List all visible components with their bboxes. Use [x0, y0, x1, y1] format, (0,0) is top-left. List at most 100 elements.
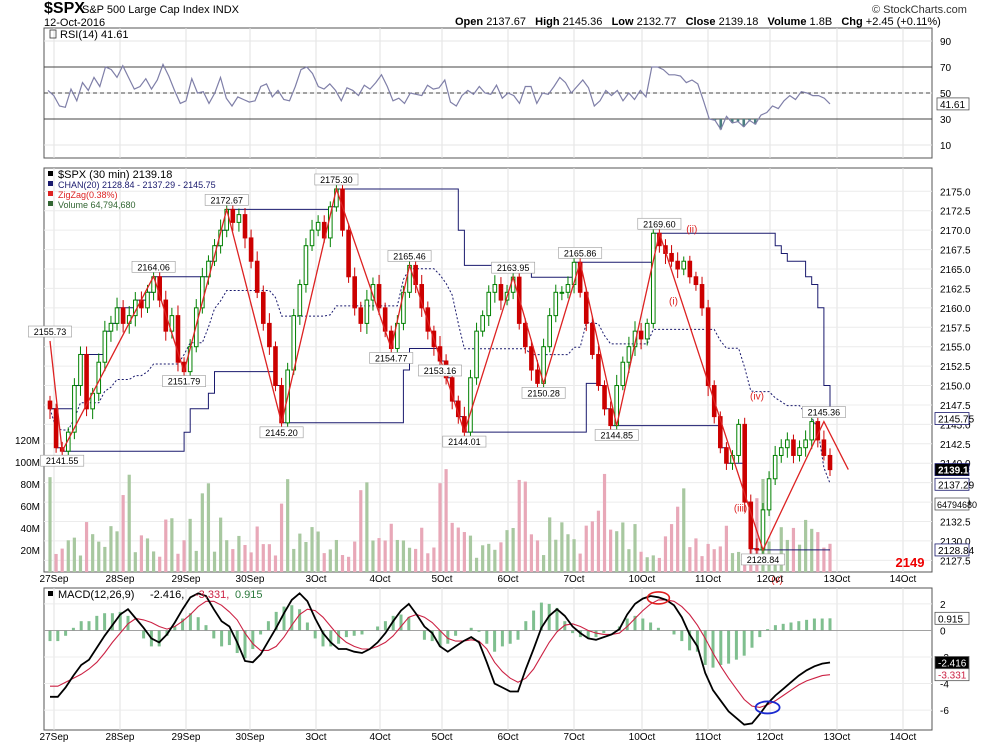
price-x-tick-label: 13Oct [824, 574, 851, 585]
macd-histogram-bar [828, 618, 832, 631]
volume-bar [499, 542, 503, 572]
candle-body [797, 447, 802, 456]
macd-histogram-bar [695, 630, 699, 652]
price-legend-swatch [48, 171, 53, 176]
candle-body [718, 416, 723, 449]
macd-histogram-bar [703, 630, 707, 665]
volume-bar [127, 474, 131, 572]
macd-histogram-bar [376, 626, 380, 631]
price-value-box [934, 477, 970, 491]
macd-histogram-bar [329, 630, 333, 647]
price-tick-label: 2152.5 [940, 362, 971, 373]
volume-bar [645, 557, 649, 572]
volume-bar [292, 548, 296, 572]
open-value: 2137.67 [486, 16, 526, 28]
price-legend-swatch [48, 181, 53, 186]
macd-histogram-bar [641, 618, 645, 631]
volume-bar [621, 522, 625, 572]
price-tick-label: 2130.0 [940, 537, 971, 548]
volume-bar [383, 540, 387, 572]
volume-bar [286, 479, 290, 572]
volume-bar [78, 555, 83, 572]
volume-bar [206, 483, 211, 572]
pivot-label: 2153.16 [424, 366, 457, 376]
volume-bar [651, 555, 655, 572]
volume-bar [273, 555, 278, 572]
candle-body [236, 214, 242, 223]
macd-value-text: -2.416, [150, 589, 184, 601]
pivot-label-box [491, 261, 536, 274]
pivot-label-box [387, 250, 432, 262]
candle-body [638, 330, 644, 340]
volume-bar [627, 549, 631, 572]
pivot-label: 2154.77 [375, 353, 408, 363]
macd-histogram-bar [524, 621, 528, 631]
volume-bar [133, 552, 137, 572]
macd-histogram-bar [157, 630, 161, 647]
pivot-label: 2128.84 [747, 555, 780, 565]
volume-bar [365, 482, 369, 572]
macd-histogram-bar [469, 627, 473, 631]
candle-body [474, 330, 479, 379]
volume-value-box [934, 497, 970, 511]
macd-histogram-bar [422, 630, 426, 640]
volume-bar [328, 549, 332, 572]
macd-signal-value-text: -3.331, [195, 589, 229, 601]
candle-body [72, 385, 77, 433]
volume-tick-label: 80M [21, 480, 40, 491]
wave-label: (i) [669, 297, 678, 308]
volume-bar [426, 553, 430, 572]
candle-body [303, 245, 309, 286]
volume-bar [353, 541, 357, 572]
price-tick-label: 2160.0 [940, 304, 971, 315]
macd-histogram-bar [48, 630, 52, 642]
volume-bar [97, 541, 101, 572]
pivot-label: 2163.95 [497, 263, 530, 273]
macd-x-tick-label: 13Oct [824, 732, 851, 743]
price-annotation: 2149 [896, 555, 925, 570]
price-legend-text: ZigZag(0.38%) [58, 190, 118, 200]
macd-histogram-bar [438, 630, 442, 647]
macd-value-box [934, 611, 970, 625]
candle-body [772, 454, 778, 480]
volume-bar [340, 555, 345, 572]
macd-x-tick-label: 5Oct [431, 732, 452, 743]
volume-bar [91, 534, 95, 572]
macd-histogram-bar [805, 619, 809, 631]
volume-bar [493, 549, 497, 572]
symbol-title: $SPX [44, 0, 85, 17]
volume-bar [261, 544, 265, 572]
macd-histogram-bar [477, 630, 481, 632]
pivot-label: 2145.36 [808, 408, 841, 418]
macd-histogram-bar [781, 623, 785, 631]
macd-x-tick-label: 29Sep [172, 732, 201, 743]
pivot-label: 2165.46 [393, 251, 426, 261]
macd-histogram-bar [204, 625, 208, 631]
volume-label: Volume [767, 16, 807, 28]
volume-tick-label: 20M [21, 546, 40, 557]
candle-body [78, 353, 83, 387]
macd-histogram-bar [337, 630, 341, 644]
price-value-box [934, 412, 970, 425]
macd-label: MACD(12,26,9) [58, 589, 134, 601]
pivot-label: 2141.55 [46, 456, 79, 466]
volume-bar [511, 527, 515, 572]
volume-bar [389, 523, 393, 572]
volume-bar [54, 553, 58, 572]
volume-bar [517, 479, 521, 572]
pivot-label-box [162, 375, 206, 387]
macd-histogram-bar [625, 618, 629, 631]
candle-body [632, 330, 638, 348]
volume-bar [395, 539, 399, 572]
volume-bar [578, 553, 582, 572]
volume-bar [584, 525, 588, 572]
price-value-label: 2128.84 [938, 546, 975, 557]
price-x-tick-label: 3Oct [305, 574, 326, 585]
pivot-label-box [802, 406, 846, 418]
volume-bar [72, 537, 76, 572]
candle-body [699, 284, 705, 309]
open-label: Open [455, 16, 484, 28]
volume-bar [66, 540, 70, 572]
volume-bar [48, 477, 52, 572]
volume-bar [279, 503, 284, 572]
